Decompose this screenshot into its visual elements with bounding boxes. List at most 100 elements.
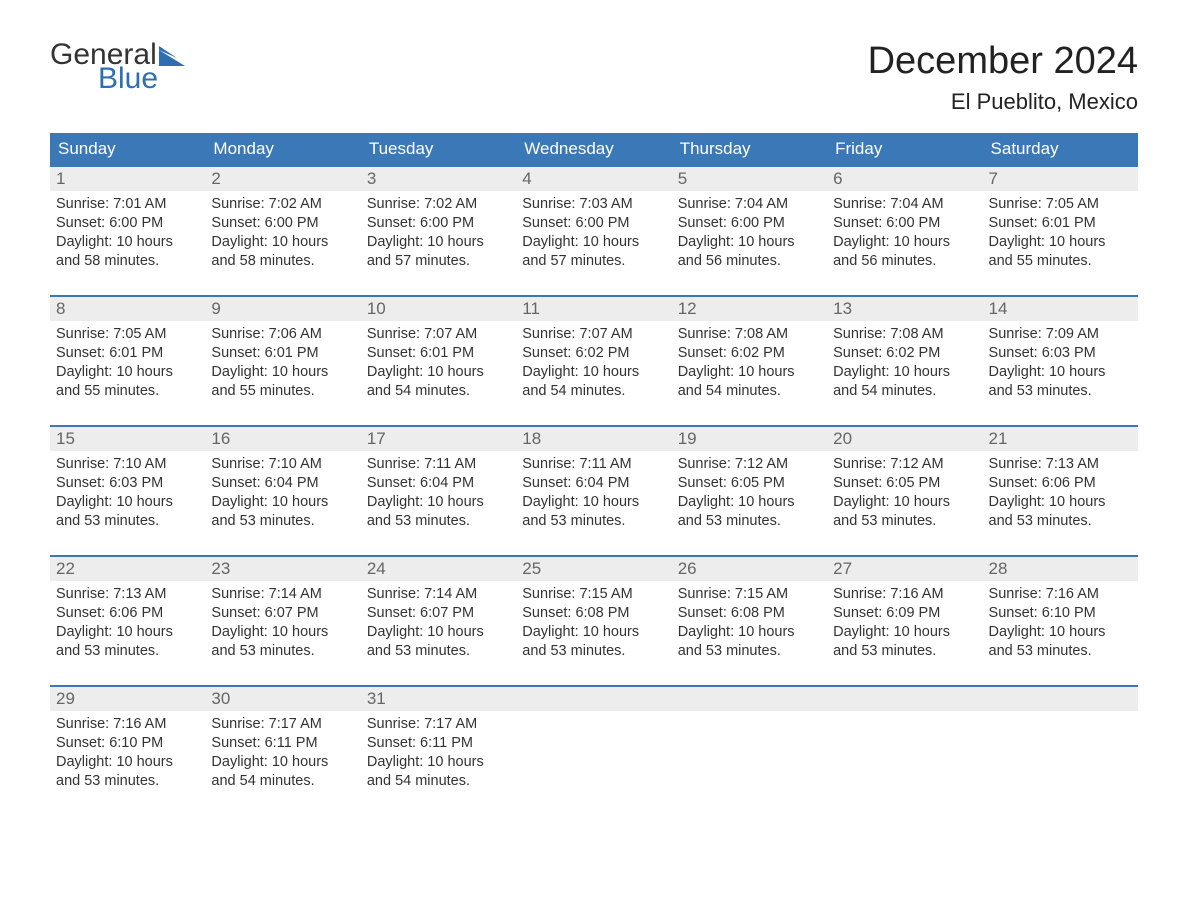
day-number: 31 <box>361 687 516 711</box>
sunrise-text: Sunrise: 7:08 AM <box>678 325 821 344</box>
day-details: Sunrise: 7:15 AMSunset: 6:08 PMDaylight:… <box>672 581 827 660</box>
day-details: Sunrise: 7:10 AMSunset: 6:03 PMDaylight:… <box>50 451 205 530</box>
sunrise-text: Sunrise: 7:11 AM <box>522 455 665 474</box>
daylight-text: and 53 minutes. <box>678 512 821 531</box>
calendar-week: 1Sunrise: 7:01 AMSunset: 6:00 PMDaylight… <box>50 165 1138 279</box>
daylight-text: and 53 minutes. <box>211 512 354 531</box>
day-details: Sunrise: 7:04 AMSunset: 6:00 PMDaylight:… <box>672 191 827 270</box>
daylight-text: and 53 minutes. <box>989 642 1132 661</box>
calendar-day: 21Sunrise: 7:13 AMSunset: 6:06 PMDayligh… <box>983 427 1138 539</box>
sunset-text: Sunset: 6:02 PM <box>522 344 665 363</box>
sunset-text: Sunset: 6:08 PM <box>678 604 821 623</box>
daylight-text: and 58 minutes. <box>56 252 199 271</box>
daylight-text: Daylight: 10 hours <box>989 363 1132 382</box>
sunset-text: Sunset: 6:02 PM <box>833 344 976 363</box>
day-number: 15 <box>50 427 205 451</box>
day-number: 17 <box>361 427 516 451</box>
day-number: 21 <box>983 427 1138 451</box>
day-details: Sunrise: 7:15 AMSunset: 6:08 PMDaylight:… <box>516 581 671 660</box>
day-details: Sunrise: 7:14 AMSunset: 6:07 PMDaylight:… <box>361 581 516 660</box>
sunrise-text: Sunrise: 7:05 AM <box>56 325 199 344</box>
daylight-text: and 53 minutes. <box>56 512 199 531</box>
calendar-day: 26Sunrise: 7:15 AMSunset: 6:08 PMDayligh… <box>672 557 827 669</box>
day-number: 18 <box>516 427 671 451</box>
calendar-day: 25Sunrise: 7:15 AMSunset: 6:08 PMDayligh… <box>516 557 671 669</box>
calendar-day: . <box>672 687 827 799</box>
sunset-text: Sunset: 6:05 PM <box>833 474 976 493</box>
calendar-day: 29Sunrise: 7:16 AMSunset: 6:10 PMDayligh… <box>50 687 205 799</box>
sunset-text: Sunset: 6:03 PM <box>989 344 1132 363</box>
day-details: Sunrise: 7:04 AMSunset: 6:00 PMDaylight:… <box>827 191 982 270</box>
day-details: Sunrise: 7:03 AMSunset: 6:00 PMDaylight:… <box>516 191 671 270</box>
sunset-text: Sunset: 6:04 PM <box>522 474 665 493</box>
day-number: 30 <box>205 687 360 711</box>
day-details: Sunrise: 7:10 AMSunset: 6:04 PMDaylight:… <box>205 451 360 530</box>
day-number: 25 <box>516 557 671 581</box>
daylight-text: Daylight: 10 hours <box>211 233 354 252</box>
daylight-text: and 55 minutes. <box>211 382 354 401</box>
daylight-text: Daylight: 10 hours <box>833 363 976 382</box>
weekday-label: Thursday <box>672 133 827 165</box>
sunrise-text: Sunrise: 7:02 AM <box>367 195 510 214</box>
day-details: Sunrise: 7:14 AMSunset: 6:07 PMDaylight:… <box>205 581 360 660</box>
daylight-text: and 53 minutes. <box>678 642 821 661</box>
calendar-week: 8Sunrise: 7:05 AMSunset: 6:01 PMDaylight… <box>50 295 1138 409</box>
calendar-day: 13Sunrise: 7:08 AMSunset: 6:02 PMDayligh… <box>827 297 982 409</box>
sunset-text: Sunset: 6:05 PM <box>678 474 821 493</box>
daylight-text: and 56 minutes. <box>833 252 976 271</box>
day-details: Sunrise: 7:08 AMSunset: 6:02 PMDaylight:… <box>672 321 827 400</box>
day-details: Sunrise: 7:12 AMSunset: 6:05 PMDaylight:… <box>672 451 827 530</box>
sunrise-text: Sunrise: 7:16 AM <box>989 585 1132 604</box>
daylight-text: Daylight: 10 hours <box>367 233 510 252</box>
sunset-text: Sunset: 6:01 PM <box>56 344 199 363</box>
sunset-text: Sunset: 6:00 PM <box>56 214 199 233</box>
day-details: Sunrise: 7:13 AMSunset: 6:06 PMDaylight:… <box>50 581 205 660</box>
daylight-text: and 53 minutes. <box>367 512 510 531</box>
weekday-label: Tuesday <box>361 133 516 165</box>
sunset-text: Sunset: 6:00 PM <box>678 214 821 233</box>
daylight-text: Daylight: 10 hours <box>989 493 1132 512</box>
calendar-day: 9Sunrise: 7:06 AMSunset: 6:01 PMDaylight… <box>205 297 360 409</box>
sunset-text: Sunset: 6:07 PM <box>211 604 354 623</box>
sunset-text: Sunset: 6:01 PM <box>211 344 354 363</box>
calendar-day: 16Sunrise: 7:10 AMSunset: 6:04 PMDayligh… <box>205 427 360 539</box>
day-number: 20 <box>827 427 982 451</box>
calendar-week: 15Sunrise: 7:10 AMSunset: 6:03 PMDayligh… <box>50 425 1138 539</box>
calendar-day: 23Sunrise: 7:14 AMSunset: 6:07 PMDayligh… <box>205 557 360 669</box>
day-number: 4 <box>516 167 671 191</box>
sunset-text: Sunset: 6:00 PM <box>522 214 665 233</box>
day-details: Sunrise: 7:08 AMSunset: 6:02 PMDaylight:… <box>827 321 982 400</box>
calendar-day: 30Sunrise: 7:17 AMSunset: 6:11 PMDayligh… <box>205 687 360 799</box>
daylight-text: Daylight: 10 hours <box>833 493 976 512</box>
calendar-day: 11Sunrise: 7:07 AMSunset: 6:02 PMDayligh… <box>516 297 671 409</box>
sunset-text: Sunset: 6:06 PM <box>989 474 1132 493</box>
sunset-text: Sunset: 6:11 PM <box>367 734 510 753</box>
calendar-day: 19Sunrise: 7:12 AMSunset: 6:05 PMDayligh… <box>672 427 827 539</box>
daylight-text: Daylight: 10 hours <box>211 493 354 512</box>
day-details: Sunrise: 7:17 AMSunset: 6:11 PMDaylight:… <box>205 711 360 790</box>
sunset-text: Sunset: 6:10 PM <box>56 734 199 753</box>
daylight-text: Daylight: 10 hours <box>56 623 199 642</box>
day-number: 8 <box>50 297 205 321</box>
day-number: 29 <box>50 687 205 711</box>
daylight-text: and 57 minutes. <box>522 252 665 271</box>
sunrise-text: Sunrise: 7:12 AM <box>678 455 821 474</box>
daylight-text: and 53 minutes. <box>522 642 665 661</box>
day-details: Sunrise: 7:05 AMSunset: 6:01 PMDaylight:… <box>983 191 1138 270</box>
day-number: 23 <box>205 557 360 581</box>
sunrise-text: Sunrise: 7:17 AM <box>211 715 354 734</box>
location: El Pueblito, Mexico <box>868 89 1138 115</box>
title-block: December 2024 El Pueblito, Mexico <box>868 40 1138 129</box>
calendar-day: . <box>983 687 1138 799</box>
sunset-text: Sunset: 6:10 PM <box>989 604 1132 623</box>
calendar-day: 6Sunrise: 7:04 AMSunset: 6:00 PMDaylight… <box>827 167 982 279</box>
daylight-text: and 55 minutes. <box>56 382 199 401</box>
sunset-text: Sunset: 6:00 PM <box>367 214 510 233</box>
daylight-text: and 54 minutes. <box>367 772 510 791</box>
sunrise-text: Sunrise: 7:01 AM <box>56 195 199 214</box>
daylight-text: and 53 minutes. <box>522 512 665 531</box>
calendar-day: 27Sunrise: 7:16 AMSunset: 6:09 PMDayligh… <box>827 557 982 669</box>
daylight-text: Daylight: 10 hours <box>56 493 199 512</box>
day-number: 14 <box>983 297 1138 321</box>
day-details: Sunrise: 7:01 AMSunset: 6:00 PMDaylight:… <box>50 191 205 270</box>
